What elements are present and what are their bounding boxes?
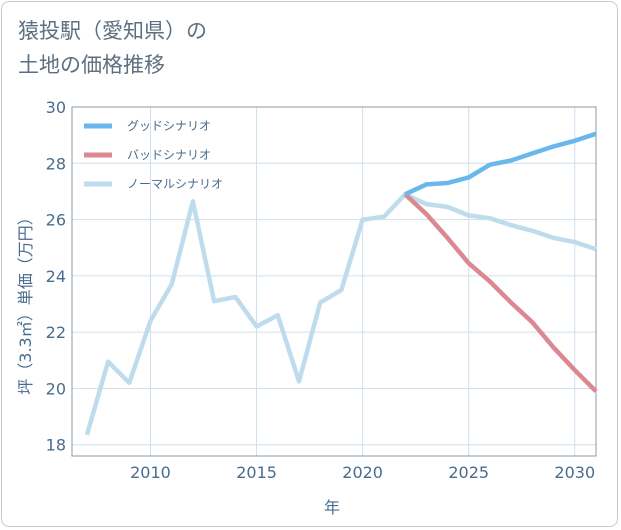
x-tick-label: 2015 — [236, 463, 277, 482]
y-tick-label: 28 — [46, 154, 66, 173]
title-line-2: 土地の価格推移 — [18, 53, 165, 77]
x-tick-label: 2020 — [342, 463, 383, 482]
y-tick-label: 24 — [46, 267, 66, 286]
x-tick-label: 2010 — [130, 463, 171, 482]
plot-frame — [71, 106, 597, 457]
x-tick-label: 2030 — [554, 463, 595, 482]
legend-label-normal: ノーマルシナリオ — [127, 177, 223, 191]
y-tick-label: 22 — [46, 323, 66, 342]
y-tick-label: 26 — [46, 211, 66, 230]
x-tick-label: 2025 — [448, 463, 489, 482]
series-line-bad — [403, 192, 598, 393]
series-line-good — [404, 131, 597, 197]
y-tick-labels: 18 20 22 24 26 28 30 — [46, 98, 66, 455]
series-lines — [84, 131, 598, 436]
axes — [71, 106, 597, 457]
series-line-normal — [84, 192, 597, 436]
chart-title: 猿投駅（愛知県）の 土地の価格推移 — [18, 14, 207, 82]
title-line-1: 猿投駅（愛知県）の — [18, 19, 207, 43]
y-tick-label: 30 — [46, 98, 66, 117]
y-tick-label: 20 — [46, 379, 66, 398]
x-tick-labels: 2010 2015 2020 2025 2030 — [130, 463, 595, 482]
legend-label-bad: バッドシナリオ — [127, 148, 211, 162]
y-axis-title: 坪（3.3㎡）単価（万円） — [16, 209, 35, 394]
y-tick-label: 18 — [46, 436, 66, 455]
legend-label-good: グッドシナリオ — [127, 119, 211, 133]
x-axis-title: 年 — [324, 498, 340, 517]
